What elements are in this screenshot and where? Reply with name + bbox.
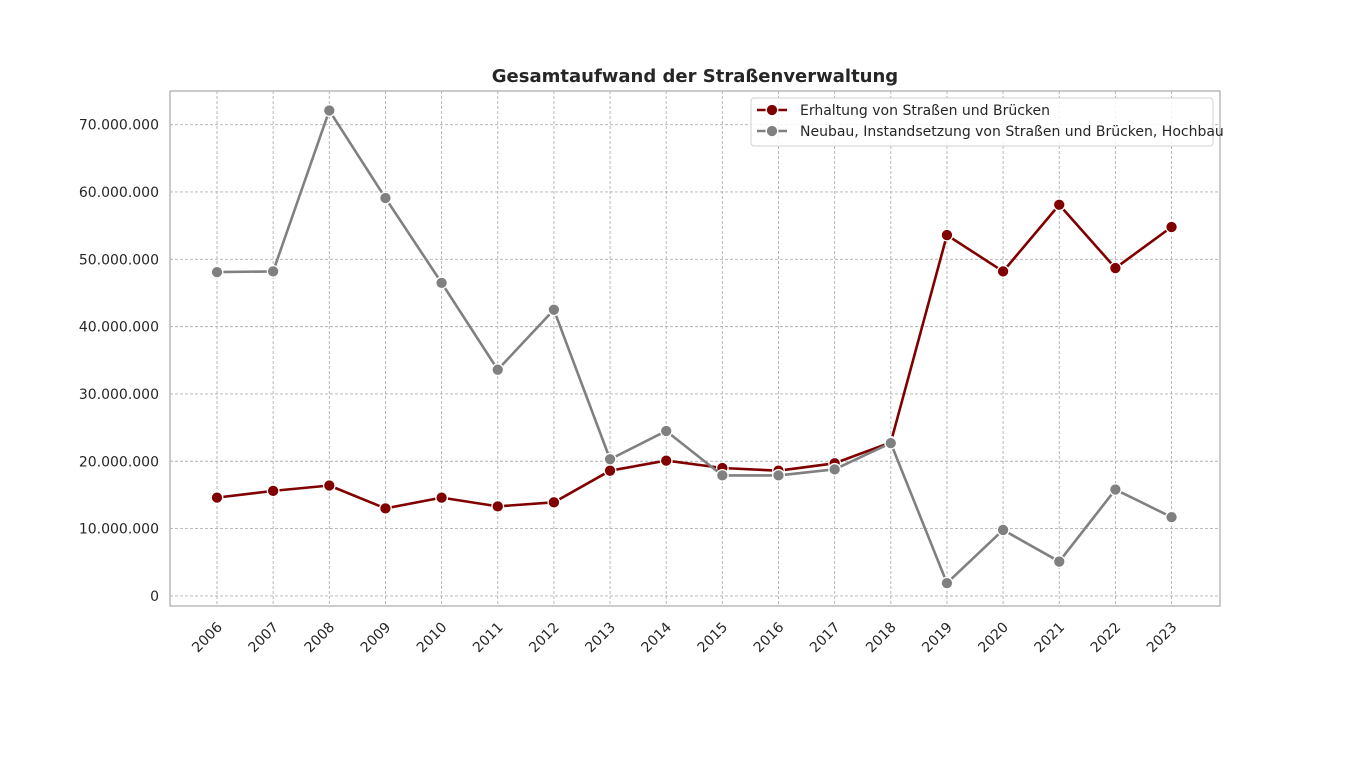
data-point — [884, 436, 898, 450]
legend-marker — [765, 103, 779, 117]
y-tick-label: 30.000.000 — [79, 387, 159, 403]
x-tick-label: 2018 — [863, 620, 900, 657]
y-tick-label: 20.000.000 — [79, 454, 159, 470]
x-tick-label: 2015 — [695, 620, 732, 657]
data-point — [435, 276, 449, 290]
data-point — [940, 576, 954, 590]
x-tick-label: 2017 — [807, 620, 844, 657]
data-point — [547, 303, 561, 317]
data-point — [210, 491, 224, 505]
x-tick-label: 2012 — [526, 620, 563, 657]
series-line — [215, 109, 1173, 585]
x-tick-label: 2008 — [302, 620, 339, 657]
x-tick-label: 2020 — [975, 620, 1012, 657]
grid-lines — [170, 91, 1220, 606]
data-point — [659, 454, 673, 468]
data-point — [996, 264, 1010, 278]
data-point — [603, 452, 617, 466]
series-2 — [210, 104, 1179, 590]
data-point — [1108, 261, 1122, 275]
data-point — [659, 424, 673, 438]
x-tick-label: 2021 — [1032, 620, 1069, 657]
x-tick-label: 2007 — [245, 620, 282, 657]
legend: Erhaltung von Straßen und Brücken Neubau,… — [750, 97, 1224, 147]
data-point — [996, 523, 1010, 537]
x-tick-label: 2014 — [639, 619, 676, 656]
legend-box — [750, 97, 1214, 147]
x-tick-label: 2019 — [919, 620, 956, 657]
data-point — [435, 491, 449, 505]
y-tick-label: 50.000.000 — [79, 252, 159, 268]
x-tick-label: 2013 — [582, 620, 619, 657]
legend-marker — [765, 124, 779, 138]
x-tick-label: 2009 — [358, 620, 395, 657]
data-point — [379, 501, 392, 515]
data-point — [1165, 220, 1179, 234]
data-point — [1052, 555, 1066, 569]
data-point — [828, 462, 842, 476]
data-point — [266, 484, 280, 498]
data-point — [940, 228, 954, 242]
x-tick-label: 2010 — [414, 620, 451, 657]
data-point — [491, 363, 505, 377]
x-tick-label: 2011 — [470, 620, 507, 657]
y-tick-label: 40.000.000 — [79, 320, 159, 336]
data-point — [603, 464, 617, 478]
data-point — [1108, 483, 1122, 496]
legend-label: Neubau, Instandsetzung von Straßen und B… — [800, 124, 1224, 140]
x-tick-label: 2006 — [189, 619, 226, 656]
y-tick-label: 70.000.000 — [79, 118, 159, 134]
data-point — [491, 499, 505, 513]
data-point — [715, 468, 729, 482]
y-tick-label: 60.000.000 — [79, 185, 159, 201]
series-line — [215, 203, 1173, 510]
data-point — [266, 264, 280, 278]
x-tick-label: 2016 — [751, 619, 788, 656]
data-point — [322, 104, 336, 117]
data-point — [1165, 510, 1179, 524]
data-point — [322, 479, 336, 492]
y-tick-label: 10.000.000 — [79, 522, 159, 538]
data-point — [547, 495, 561, 509]
legend-label: Erhaltung von Straßen und Brücken — [800, 103, 1050, 119]
data-point — [210, 265, 224, 279]
series-lines — [210, 104, 1179, 590]
x-tick-label: 2022 — [1088, 620, 1125, 657]
x-tick-label: 2023 — [1144, 620, 1181, 657]
data-point — [379, 191, 392, 205]
y-tick-label: 0 — [150, 589, 159, 605]
data-point — [772, 468, 785, 482]
data-point — [1052, 198, 1066, 212]
plot-area — [169, 90, 1221, 607]
chart-title: Gesamtaufwand der Straßenverwaltung — [492, 66, 898, 87]
